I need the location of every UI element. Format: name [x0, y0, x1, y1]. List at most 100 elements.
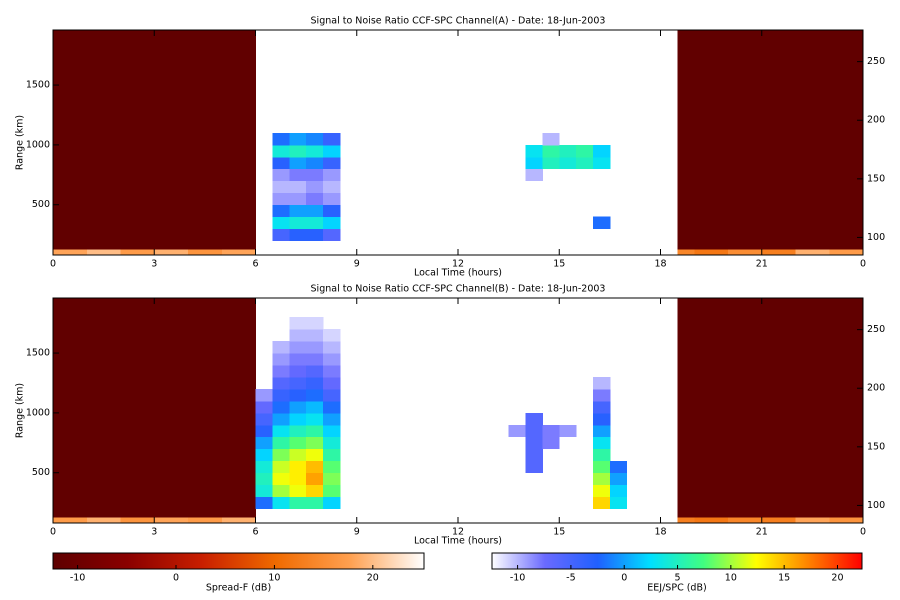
heatmap-cell	[829, 30, 864, 250]
heatmap-cell	[593, 484, 611, 498]
heatmap-cell	[525, 168, 543, 182]
heatmap-cell	[188, 517, 223, 524]
heatmap-cell	[323, 484, 341, 498]
y2-tick-label: 100	[867, 232, 885, 243]
heatmap-cell	[53, 30, 88, 250]
colorbar-tick-label: -5	[566, 573, 575, 584]
heatmap-cell	[323, 436, 341, 450]
heatmap-cell	[289, 192, 307, 206]
x-tick-label: 0	[860, 259, 866, 270]
heatmap-cell	[559, 144, 577, 158]
heatmap-cell	[306, 412, 324, 426]
heatmap-cell	[525, 144, 543, 158]
heatmap-cell	[728, 298, 763, 518]
heatmap-cell	[609, 472, 628, 486]
colorbar-tick-label: 10	[268, 573, 280, 584]
heatmap-cell	[323, 365, 341, 378]
heatmap-cell	[306, 376, 324, 390]
heatmap-cell	[323, 216, 341, 230]
heatmap-cell	[120, 517, 155, 524]
heatmap-cell	[272, 376, 290, 390]
x-tick-label: 12	[452, 259, 464, 270]
heatmap-cell	[289, 472, 307, 486]
heatmap-cell	[53, 249, 88, 256]
heatmap-cell	[306, 472, 324, 486]
heatmap-cell	[323, 496, 341, 510]
colorbar-label: Spread-F (dB)	[206, 583, 271, 594]
heatmap-cell	[272, 412, 290, 426]
x-tick-label: 15	[553, 527, 565, 538]
heatmap-cell	[323, 460, 341, 474]
heatmap-cell	[609, 460, 628, 474]
heatmap-cell	[508, 424, 526, 438]
heatmap-cell	[525, 436, 543, 450]
x-tick-label: 21	[756, 259, 768, 270]
heatmap-cell	[306, 496, 324, 510]
heatmap-cell	[272, 144, 290, 158]
heatmap-cell	[188, 30, 223, 250]
heatmap-cell	[306, 180, 324, 194]
heatmap-cell	[542, 144, 560, 158]
heatmap-cell	[272, 400, 290, 414]
heatmap-cell	[525, 156, 543, 170]
y-tick-label: 1500	[26, 348, 50, 359]
heatmap-cell	[323, 472, 341, 486]
x-tick-label: 21	[756, 527, 768, 538]
x-tick-label: 9	[354, 527, 360, 538]
heatmap-cell	[323, 228, 341, 242]
colorbar-tick-label: -10	[510, 573, 526, 584]
heatmap-cell	[306, 329, 324, 342]
y2-tick-label: 100	[867, 500, 885, 511]
y-tick-label: 1000	[26, 139, 50, 150]
x-tick-label: 3	[151, 259, 157, 270]
heatmap-cell	[829, 298, 864, 518]
heatmap-cell	[255, 424, 273, 438]
heatmap-cell	[795, 517, 830, 524]
y-tick-label: 1500	[26, 80, 50, 91]
x-tick-label: 6	[252, 527, 258, 538]
x-tick-label: 0	[50, 527, 56, 538]
heatmap-cell	[289, 496, 307, 510]
heatmap-cell	[154, 249, 189, 256]
heatmap-cell	[221, 30, 256, 250]
colorbar-tick-label: 10	[725, 573, 737, 584]
panel-title: Signal to Noise Ratio CCF-SPC Channel(A)…	[311, 16, 606, 27]
heatmap-cell	[86, 249, 121, 256]
x-tick-label: 6	[252, 259, 258, 270]
colorbar-tick-label: 20	[367, 573, 379, 584]
heatmap-cell	[593, 472, 611, 486]
heatmap-cell	[761, 517, 796, 524]
heatmap-cell	[306, 168, 324, 182]
heatmap-cell	[255, 412, 273, 426]
heatmap-cell	[525, 460, 543, 474]
heatmap-cell	[761, 249, 796, 256]
heatmap-cell	[306, 484, 324, 498]
heatmap-cell	[272, 168, 290, 182]
heatmap-cell	[323, 424, 341, 438]
colorbar-tick-label: 0	[173, 573, 179, 584]
colorbar-tick-label: 20	[831, 573, 843, 584]
heatmap-cell	[289, 168, 307, 182]
heatmap-cell	[289, 400, 307, 414]
heatmap-cell	[677, 298, 695, 518]
heatmap-cell	[761, 298, 796, 518]
heatmap-cell	[593, 400, 611, 414]
x-tick-label: 0	[50, 259, 56, 270]
heatmap-cell	[829, 517, 864, 524]
heatmap-cell	[188, 249, 223, 256]
heatmap-cell	[272, 484, 290, 498]
y2-tick-label: 250	[867, 56, 885, 67]
heatmap-cell	[306, 388, 324, 402]
heatmap-cell	[323, 388, 341, 402]
heatmap-cell	[593, 388, 611, 402]
heatmap-cell	[593, 424, 611, 438]
heatmap-cell	[559, 424, 577, 438]
heatmap-cell	[576, 156, 594, 170]
heatmap-cell	[609, 484, 628, 498]
heatmap-cell	[323, 329, 341, 342]
heatmap-cell	[323, 156, 341, 170]
heatmap-cell	[593, 436, 611, 450]
heatmap-cell	[323, 144, 341, 158]
heatmap-cell	[323, 376, 341, 390]
heatmap-cell	[272, 424, 290, 438]
